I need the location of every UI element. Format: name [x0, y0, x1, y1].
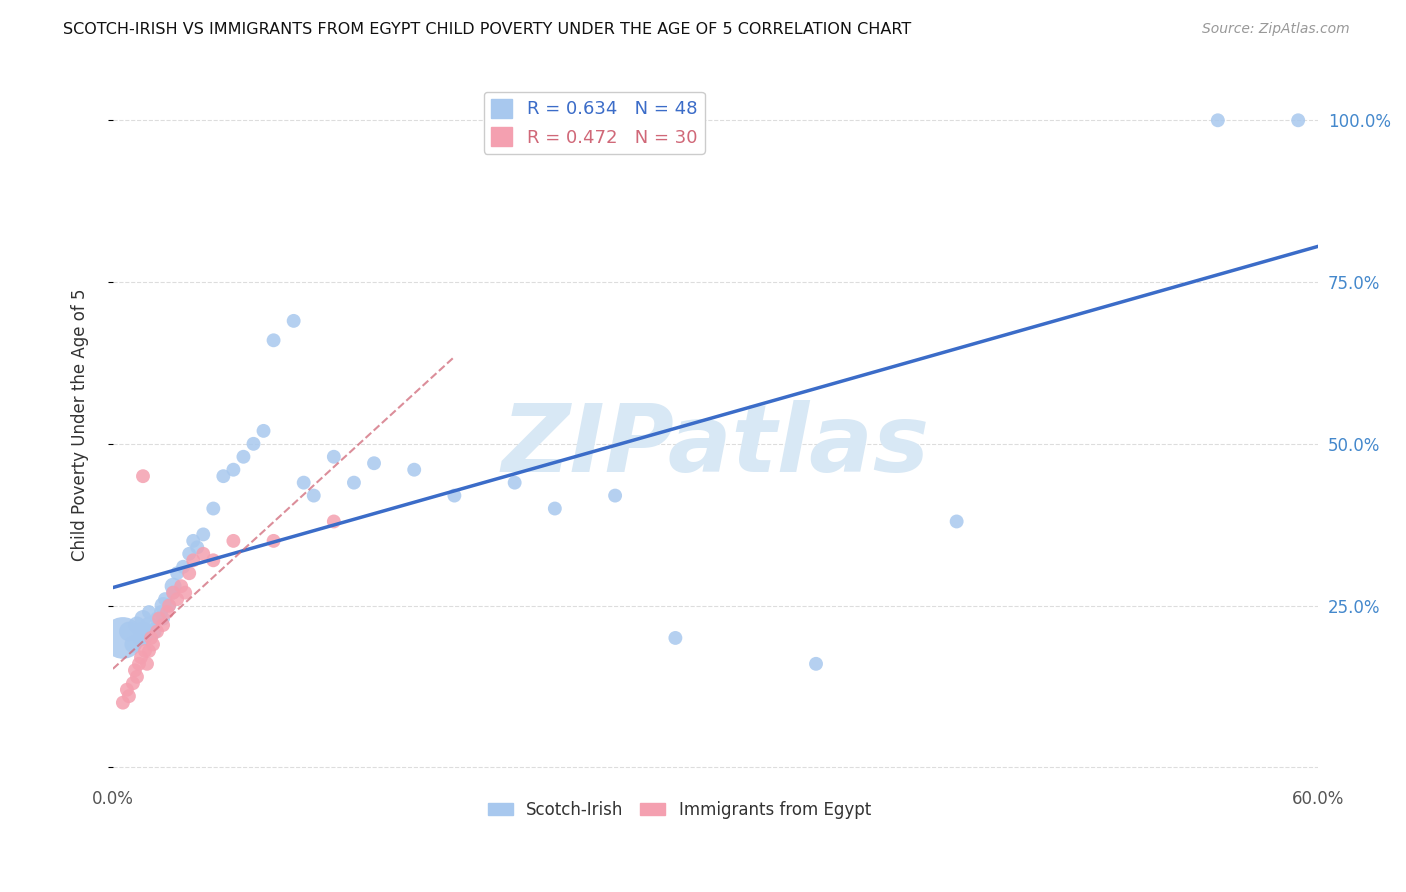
Point	[292, 475, 315, 490]
Point	[128, 657, 150, 671]
Point	[945, 515, 967, 529]
Point	[222, 463, 245, 477]
Point	[232, 450, 254, 464]
Point	[153, 592, 176, 607]
Point	[1206, 113, 1229, 128]
Point	[172, 559, 194, 574]
Point	[181, 533, 204, 548]
Point	[138, 618, 160, 632]
Point	[136, 657, 159, 671]
Point	[404, 463, 426, 477]
Point	[148, 611, 170, 625]
Point	[125, 670, 148, 684]
Point	[118, 624, 141, 639]
Text: Source: ZipAtlas.com: Source: ZipAtlas.com	[1202, 22, 1350, 37]
Point	[162, 579, 184, 593]
Point	[122, 637, 145, 651]
Point	[179, 547, 201, 561]
Point	[142, 624, 165, 639]
Point	[142, 637, 165, 651]
Point	[603, 489, 626, 503]
Point	[166, 566, 188, 581]
Point	[263, 333, 285, 347]
Text: ZIPatlas: ZIPatlas	[502, 400, 929, 491]
Y-axis label: Child Poverty Under the Age of 5: Child Poverty Under the Age of 5	[72, 288, 89, 561]
Point	[132, 624, 155, 639]
Point	[111, 696, 134, 710]
Point	[132, 469, 155, 483]
Point	[443, 489, 465, 503]
Point	[139, 631, 162, 645]
Point	[132, 611, 155, 625]
Point	[343, 475, 366, 490]
Point	[222, 533, 245, 548]
Point	[193, 527, 215, 541]
Point	[152, 618, 174, 632]
Point	[322, 450, 344, 464]
Point	[115, 682, 138, 697]
Point	[125, 618, 148, 632]
Point	[156, 605, 179, 619]
Point	[122, 676, 145, 690]
Point	[146, 624, 169, 639]
Point	[174, 585, 197, 599]
Point	[363, 456, 385, 470]
Point	[138, 605, 160, 619]
Point	[252, 424, 274, 438]
Point	[202, 553, 225, 567]
Legend: Scotch-Irish, Immigrants from Egypt: Scotch-Irish, Immigrants from Egypt	[481, 794, 877, 825]
Point	[129, 631, 152, 645]
Point	[170, 579, 193, 593]
Point	[134, 631, 156, 645]
Point	[302, 489, 325, 503]
Point	[1286, 113, 1309, 128]
Point	[162, 585, 184, 599]
Point	[242, 437, 264, 451]
Point	[146, 611, 169, 625]
Point	[804, 657, 827, 671]
Point	[152, 599, 174, 613]
Point	[118, 689, 141, 703]
Point	[212, 469, 235, 483]
Point	[111, 631, 134, 645]
Point	[134, 644, 156, 658]
Point	[664, 631, 686, 645]
Point	[322, 515, 344, 529]
Point	[166, 592, 188, 607]
Point	[162, 585, 184, 599]
Point	[152, 611, 174, 625]
Point	[263, 533, 285, 548]
Point	[283, 314, 305, 328]
Point	[124, 663, 146, 677]
Point	[503, 475, 526, 490]
Point	[544, 501, 567, 516]
Point	[181, 553, 204, 567]
Point	[157, 599, 180, 613]
Point	[138, 644, 160, 658]
Point	[129, 650, 152, 665]
Point	[179, 566, 201, 581]
Point	[186, 541, 208, 555]
Point	[202, 501, 225, 516]
Point	[193, 547, 215, 561]
Text: SCOTCH-IRISH VS IMMIGRANTS FROM EGYPT CHILD POVERTY UNDER THE AGE OF 5 CORRELATI: SCOTCH-IRISH VS IMMIGRANTS FROM EGYPT CH…	[63, 22, 911, 37]
Point	[150, 605, 173, 619]
Point	[157, 599, 180, 613]
